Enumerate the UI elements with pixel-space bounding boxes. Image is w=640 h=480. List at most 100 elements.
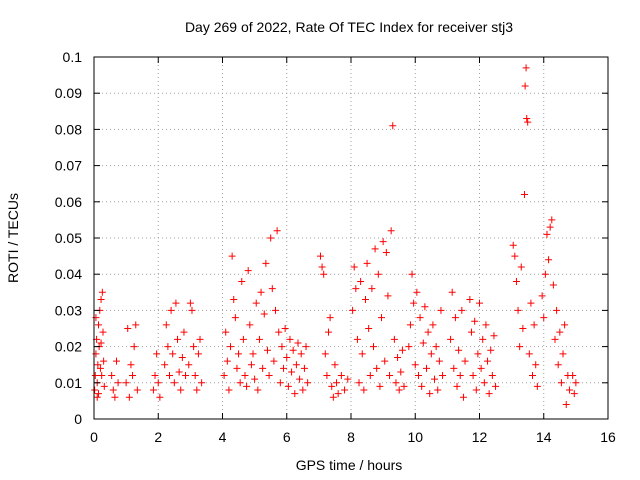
y-tick-label: 0.1 [63,49,83,65]
data-point [373,364,381,372]
y-tick-label: 0.08 [55,121,82,137]
data-point [251,375,259,383]
data-point [98,372,106,380]
data-point [227,343,235,351]
data-point [323,372,331,380]
data-point [530,321,538,329]
y-tick-label: 0.04 [55,266,82,282]
data-point [94,321,102,329]
data-point [451,314,459,322]
y-tick-label: 0.01 [55,375,82,391]
data-point [355,379,363,387]
y-tick-label: 0.03 [55,302,82,318]
x-axis-title: GPS time / hours [296,457,403,473]
data-point [341,386,349,394]
data-point [424,328,432,336]
data-point [405,343,413,351]
data-point [509,241,517,249]
data-point [270,357,278,365]
data-point [265,372,273,380]
data-point [130,343,138,351]
data-point [112,357,120,365]
data-point [273,227,281,235]
data-point [263,346,271,354]
data-point [331,361,339,369]
data-point [246,321,254,329]
data-point [352,285,360,293]
data-point [376,382,384,390]
data-point [429,321,437,329]
data-point [191,372,199,380]
data-point [259,364,267,372]
data-point [233,364,241,372]
data-point [471,317,479,325]
data-point [469,372,477,380]
data-point [488,372,496,380]
data-point [569,372,577,380]
data-point [344,375,352,383]
data-point [480,379,488,387]
data-point [252,299,260,307]
data-point [91,386,99,394]
data-point [92,314,100,322]
data-point [254,386,262,394]
data-point [418,382,426,390]
x-tick-label: 14 [536,429,552,445]
data-point [186,299,194,307]
data-point [156,393,164,401]
data-point [435,357,443,365]
data-point [228,252,236,260]
data-point [541,270,549,278]
data-point [235,350,243,358]
data-point [286,335,294,343]
data-point [180,328,188,336]
data-point [525,350,533,358]
data-point [517,263,525,271]
data-point [288,368,296,376]
data-point [467,328,475,336]
data-point [533,382,541,390]
data-point [400,382,408,390]
data-point [487,346,495,354]
data-point [562,401,570,409]
data-point [272,306,280,314]
data-point [283,353,291,361]
data-point [220,372,228,380]
data-points [91,64,580,409]
data-point [99,328,107,336]
data-point [476,299,483,307]
data-point [349,306,357,314]
data-point [111,393,119,401]
data-point [414,372,422,380]
data-point [350,263,358,271]
data-point [511,252,519,260]
data-point [392,379,400,387]
data-point [280,364,288,372]
data-point [516,343,524,351]
data-point [546,223,554,231]
data-point [231,314,239,322]
data-point [548,216,556,224]
data-point [543,230,551,238]
data-point [477,364,485,372]
data-point [94,361,102,369]
data-point [114,379,122,387]
data-point [276,379,284,387]
data-point [527,299,535,307]
y-tick-label: 0 [74,411,82,427]
data-point [387,227,395,235]
data-point [397,368,405,376]
data-point [329,393,337,401]
x-tick-label: 10 [407,429,423,445]
data-point [94,390,102,398]
data-point [422,364,430,372]
data-point [161,361,169,369]
data-point [96,364,104,372]
data-point [92,350,100,358]
data-point [559,350,567,358]
y-axis-title: ROTI / TECUs [5,193,21,283]
data-point [170,379,178,387]
data-point [434,386,442,394]
data-point [292,361,300,369]
data-point [556,328,564,336]
